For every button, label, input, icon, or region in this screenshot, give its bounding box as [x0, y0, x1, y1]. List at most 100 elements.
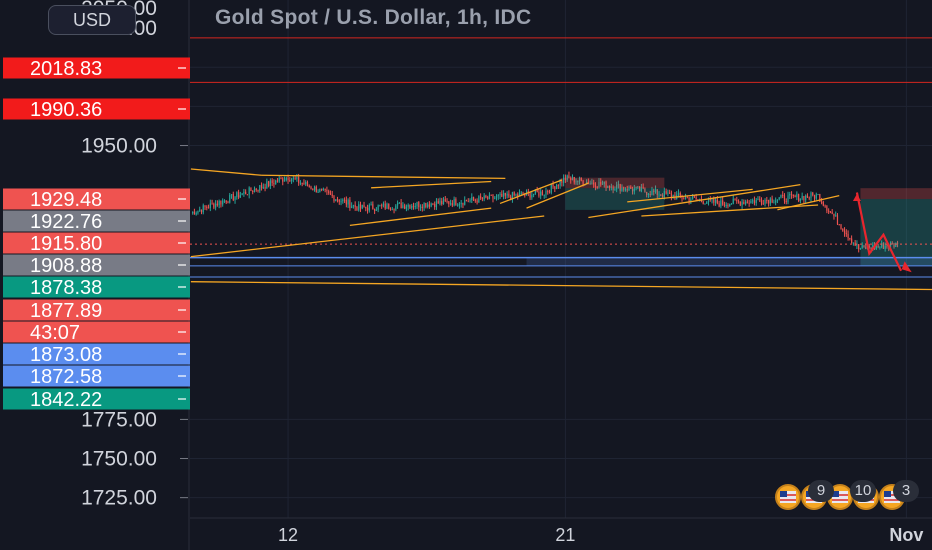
candle-body	[197, 210, 199, 213]
candle-body	[444, 199, 446, 201]
us-flag-canton	[780, 491, 787, 497]
candle-body	[745, 201, 747, 205]
candle-body	[326, 189, 328, 192]
candle-body	[870, 247, 872, 250]
candle-body	[792, 195, 794, 197]
candle-body	[352, 205, 355, 207]
candle-body	[404, 205, 406, 209]
candle-body	[587, 181, 589, 185]
candle-body	[382, 203, 385, 206]
short-position-target-zone[interactable]	[860, 199, 932, 266]
candle-body	[441, 201, 443, 205]
candle-body	[402, 205, 404, 209]
price-tag[interactable]	[3, 57, 190, 79]
candle-body	[218, 201, 220, 206]
trendline[interactable]	[526, 182, 589, 209]
candle-body	[630, 186, 632, 189]
candle-body	[789, 194, 791, 196]
trendline[interactable]	[190, 168, 262, 176]
candle-body	[838, 224, 840, 226]
candle-body	[313, 186, 316, 190]
candle-body	[303, 183, 305, 185]
trendline[interactable]	[777, 194, 840, 211]
candle-body	[760, 200, 763, 204]
price-tag[interactable]	[3, 388, 190, 410]
candle-body	[340, 201, 342, 203]
candle-body	[692, 196, 694, 200]
candle-body	[338, 199, 340, 202]
candle-body	[472, 197, 475, 200]
candle-body	[359, 204, 362, 209]
candle-body	[845, 233, 847, 235]
candle-body	[607, 185, 609, 189]
candle-body	[495, 195, 498, 198]
candle-body	[895, 242, 897, 247]
trendline[interactable]	[588, 184, 801, 219]
candle-body	[296, 177, 298, 179]
candle-body	[554, 186, 556, 190]
price-tag[interactable]	[3, 343, 190, 365]
candle-body	[336, 199, 339, 201]
candle-body	[596, 186, 598, 188]
candle-body	[722, 200, 724, 205]
price-tag[interactable]	[3, 232, 190, 254]
candle-body	[612, 186, 614, 190]
candle-body	[425, 202, 427, 208]
candle-body	[720, 200, 722, 207]
trendline[interactable]	[190, 281, 932, 291]
candle-body	[483, 195, 485, 200]
candle-body	[741, 202, 743, 206]
candle-body	[407, 205, 409, 207]
candle-body	[227, 202, 229, 204]
trendline[interactable]	[261, 174, 506, 180]
event-count-badge[interactable]: 9	[808, 480, 834, 502]
candle-body	[626, 189, 628, 191]
candle-body	[677, 193, 680, 195]
short-position-stop-zone[interactable]	[860, 188, 932, 200]
currency-button[interactable]: USD	[48, 5, 136, 35]
short-position-stop-zone[interactable]	[565, 177, 665, 189]
candle-body	[798, 194, 800, 201]
candle-body	[799, 198, 801, 201]
candle-body	[448, 201, 450, 205]
candle-body	[842, 228, 844, 231]
arrow-head	[901, 261, 912, 273]
candle-body	[600, 181, 602, 185]
price-tag[interactable]	[3, 188, 190, 210]
candle-body	[547, 191, 549, 193]
trendline[interactable]	[190, 215, 545, 258]
event-count-badge[interactable]: 3	[893, 480, 919, 502]
price-tag[interactable]	[3, 210, 190, 232]
candle-body	[635, 186, 637, 189]
price-tag[interactable]	[3, 276, 190, 298]
candle-body	[713, 198, 715, 203]
short-position-target-zone[interactable]	[565, 188, 665, 210]
candle-body	[351, 206, 353, 209]
candle-body	[647, 194, 650, 196]
trendline[interactable]	[349, 207, 492, 226]
candle-body	[215, 203, 217, 208]
candle-body	[315, 186, 317, 193]
trendline[interactable]	[499, 179, 563, 205]
candle-body	[220, 201, 222, 205]
candle-body	[485, 195, 487, 198]
price-tag-label: 1990.36	[30, 99, 102, 121]
candle-body	[849, 237, 851, 239]
price-tag[interactable]	[3, 254, 190, 276]
trendline[interactable]	[627, 188, 753, 203]
candle-body	[660, 194, 662, 196]
price-tag[interactable]	[3, 98, 190, 120]
trendline[interactable]	[371, 180, 492, 189]
support-zone[interactable]	[526, 258, 932, 266]
candle-body	[213, 203, 215, 208]
candle-body	[743, 202, 745, 205]
candle-body	[421, 206, 423, 208]
price-tag[interactable]	[3, 321, 190, 343]
price-tag[interactable]	[3, 299, 190, 321]
event-count-badge[interactable]: 10	[850, 480, 876, 502]
candle-body	[852, 242, 854, 244]
candle-body	[298, 177, 300, 183]
price-tag[interactable]	[3, 365, 190, 387]
projection-arrow[interactable]	[855, 192, 903, 272]
